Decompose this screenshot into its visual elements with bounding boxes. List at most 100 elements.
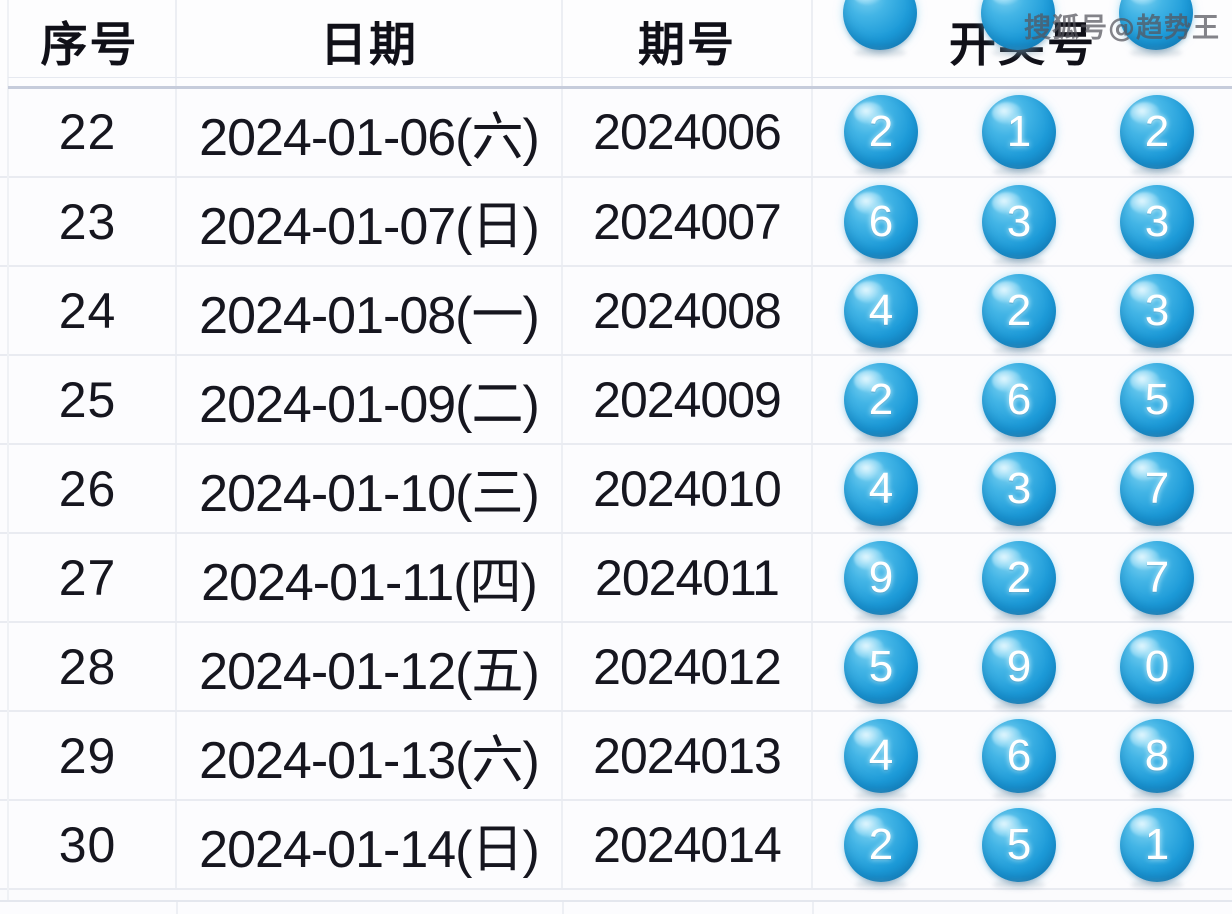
lottery-ball-number: 2	[868, 819, 894, 869]
lottery-ball: 4	[844, 273, 918, 348]
lottery-ball-number: 5	[1006, 819, 1032, 869]
ball-row: 2 5 1	[813, 807, 1232, 882]
lottery-ball: 3	[982, 184, 1056, 259]
lottery-ball-number: 4	[868, 730, 894, 780]
cell-draw-numbers: 5 9 0	[812, 622, 1232, 712]
table-row[interactable]: 25 2024-01-09(二) 2024009 2 6 5	[0, 355, 1232, 445]
lottery-ball: 6	[982, 362, 1056, 437]
cell-issue-number: 2024014	[562, 800, 813, 890]
lottery-ball-number: 8	[1144, 730, 1170, 780]
ball-row: 4 2 3	[813, 273, 1232, 348]
lottery-ball-number: 9	[868, 552, 894, 602]
header-thin-rule	[8, 77, 1232, 78]
cell-sequence: 22	[0, 88, 177, 178]
column-header-date: 日期	[176, 0, 563, 88]
cell-sequence: 30	[0, 800, 177, 890]
cell-issue-number: 2024013	[562, 711, 813, 801]
lottery-ball-number: 2	[1144, 107, 1170, 156]
table-row[interactable]: 23 2024-01-07(日) 2024007 6 3 3	[0, 177, 1232, 267]
ball-row: 2 6 5	[813, 362, 1232, 437]
column-header-issue: 期号	[562, 0, 813, 88]
cell-date: 2024-01-09(二)	[176, 355, 563, 445]
cell-date: 2024-01-11(四)	[176, 533, 563, 623]
table-row[interactable]: 27 2024-01-11(四) 2024011 9 2 7	[0, 533, 1232, 623]
watermark-text: 搜狐号@趋势王	[1024, 13, 1220, 44]
lottery-ball-number: 2	[1006, 552, 1032, 602]
lottery-ball-number: 9	[1006, 641, 1032, 691]
ball-row: 4 6 8	[813, 718, 1232, 793]
cell-sequence: 28	[0, 622, 177, 712]
lottery-ball: 2	[844, 807, 918, 882]
table-row[interactable]: 22 2024-01-06(六) 2024006 2 1 2	[0, 88, 1232, 178]
table-row[interactable]: 26 2024-01-10(三) 2024010 4 3 7	[0, 444, 1232, 534]
ball-row: 2 1 2	[813, 95, 1232, 169]
table-body: 22 2024-01-06(六) 2024006 2 1 2 23 2024-01-07(日)…	[0, 88, 1232, 890]
cell-date: 2024-01-07(日)	[176, 177, 563, 267]
lottery-ball: 5	[982, 807, 1056, 882]
lottery-ball-number: 6	[1006, 374, 1032, 424]
lottery-ball-number: 7	[1144, 463, 1170, 513]
lottery-ball: 6	[844, 184, 918, 259]
lottery-ball-number: 4	[868, 463, 894, 513]
cell-draw-numbers: 4 3 7	[812, 444, 1232, 534]
cell-draw-numbers: 2 1 2	[812, 88, 1232, 178]
lottery-ball-number: 6	[1006, 730, 1032, 780]
cell-sequence: 29	[0, 711, 177, 801]
lottery-ball: 3	[982, 451, 1056, 526]
cell-issue-number: 2024009	[562, 355, 813, 445]
cell-issue-number: 2024012	[562, 622, 813, 712]
lottery-ball: 5	[1120, 362, 1194, 437]
table-row[interactable]: 28 2024-01-12(五) 2024012 5 9 0	[0, 622, 1232, 712]
lottery-ball: 7	[1120, 540, 1194, 615]
lottery-ball: 9	[982, 629, 1056, 704]
lottery-ball-number: 5	[868, 641, 894, 691]
lottery-ball: 2	[982, 273, 1056, 348]
table-row[interactable]: 30 2024-01-14(日) 2024014 2 5 1	[0, 800, 1232, 890]
cell-sequence: 25	[0, 355, 177, 445]
lottery-ball: 4	[844, 451, 918, 526]
lottery-ball-number: 5	[1144, 374, 1170, 424]
cell-draw-numbers: 6 3 3	[812, 177, 1232, 267]
lottery-ball-number: 1	[1006, 107, 1032, 156]
cell-draw-numbers: 2 5 1	[812, 800, 1232, 890]
cell-date: 2024-01-14(日)	[176, 800, 563, 890]
lottery-ball: 1	[1120, 807, 1194, 882]
cell-issue-number: 2024010	[562, 444, 813, 534]
lottery-ball: 7	[1120, 451, 1194, 526]
lottery-ball: 5	[844, 629, 918, 704]
lottery-ball-number: 6	[868, 196, 894, 246]
lottery-ball: 2	[1120, 95, 1194, 169]
lottery-ball: 2	[982, 540, 1056, 615]
lottery-ball-number: 2	[868, 374, 894, 424]
lottery-ball: 9	[844, 540, 918, 615]
lottery-ball: 6	[982, 718, 1056, 793]
table-left-edge	[7, 0, 9, 914]
ball-row: 4 3 7	[813, 451, 1232, 526]
cell-issue-number: 2024006	[562, 88, 813, 178]
lottery-ball-number: 1	[1144, 819, 1170, 869]
lottery-ball: 8	[1120, 718, 1194, 793]
cell-draw-numbers: 2 6 5	[812, 355, 1232, 445]
lottery-ball-number: 7	[1144, 552, 1170, 602]
lottery-ball: 2	[844, 362, 918, 437]
table-row[interactable]: 29 2024-01-13(六) 2024013 4 6 8	[0, 711, 1232, 801]
cell-sequence: 26	[0, 444, 177, 534]
cell-date: 2024-01-06(六)	[176, 88, 563, 178]
lottery-ball-number: 3	[1144, 285, 1170, 335]
column-header-sequence: 序号	[0, 0, 177, 88]
lottery-ball: 3	[1120, 273, 1194, 348]
cell-date: 2024-01-12(五)	[176, 622, 563, 712]
cell-issue-number: 2024011	[562, 533, 813, 623]
lottery-ball: 1	[982, 95, 1056, 169]
table-row[interactable]: 24 2024-01-08(一) 2024008 4 2 3	[0, 266, 1232, 356]
cell-date: 2024-01-10(三)	[176, 444, 563, 534]
cell-draw-numbers: 4 2 3	[812, 266, 1232, 356]
cell-sequence: 27	[0, 533, 177, 623]
lottery-ball: 4	[844, 718, 918, 793]
ball-row: 6 3 3	[813, 184, 1232, 259]
cell-sequence: 24	[0, 266, 177, 356]
lottery-ball: 3	[1120, 184, 1194, 259]
ball-row: 5 9 0	[813, 629, 1232, 704]
cell-issue-number: 2024007	[562, 177, 813, 267]
